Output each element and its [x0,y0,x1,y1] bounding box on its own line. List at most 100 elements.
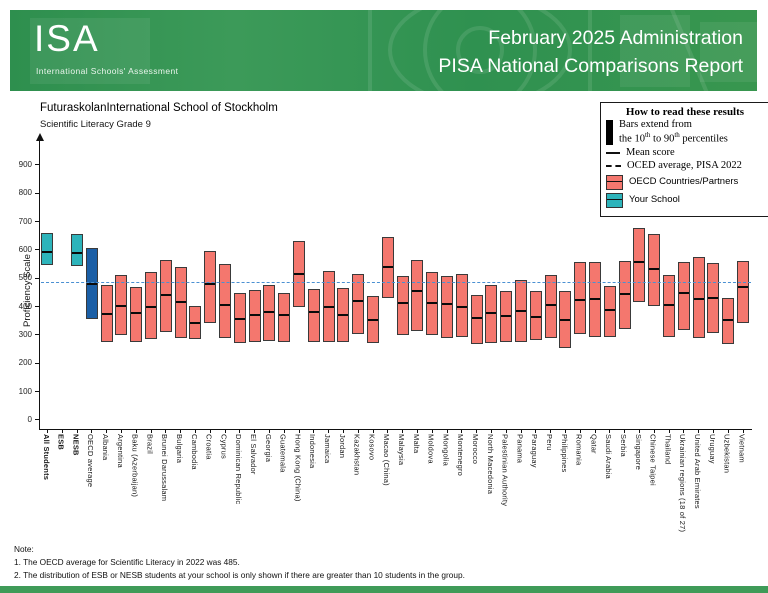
mean-line [649,267,660,270]
x-tick-label: Mongolia [441,434,451,467]
x-tick [653,430,655,434]
y-tick [35,192,40,194]
mean-line [249,314,260,317]
mean-line [456,305,467,308]
range-bar-dominican-republic [233,293,246,344]
header-banner: ISA International Schools' Assessment Fe… [10,10,757,91]
x-tick [328,430,329,434]
x-axis-line [40,429,752,431]
x-tick-label: Palestinian Authority [500,434,510,507]
y-tick [35,391,40,393]
x-tick [402,430,403,434]
range-bar-mongolia [440,275,453,338]
banner-decoration [30,10,757,91]
x-tick [150,430,152,434]
x-tick [165,430,167,434]
range-bar-guatemala [278,293,291,342]
y-tick-label: 400 [18,301,32,311]
range-bar-romania [574,262,587,335]
x-tick-label: Baku (Azerbaijan) [130,434,140,498]
range-bar-hong-kong-china- [292,240,305,308]
range-bar-palestinian-authority [500,291,513,343]
range-bar-moldova [426,271,439,335]
x-tick [624,430,625,434]
report-title-line2: PISA National Comparisons Report [438,54,743,77]
x-tick [91,430,93,434]
x-tick [135,430,137,434]
x-tick-label: Serbia [619,434,628,457]
x-tick-label: ESB [56,434,66,451]
x-tick [194,430,196,434]
mean-line [279,314,290,317]
mean-line [545,304,556,307]
x-tick-label: Singapore [633,434,643,470]
mean-line [160,293,171,296]
mean-line [205,283,216,286]
oecd-average-reference-line [41,281,751,283]
footer-strip [0,586,768,593]
x-tick [461,430,463,434]
x-tick [239,430,241,434]
range-bar-uzbekistan [722,298,735,345]
x-tick [120,430,122,434]
mean-line [382,266,393,269]
x-tick-label: Qatar [589,434,599,454]
x-tick-label: Panama [515,434,525,464]
x-tick-label: Bulgaria [175,434,184,464]
range-bar-brazil [144,272,157,339]
mean-line [575,298,586,301]
x-tick [712,430,714,434]
mean-line [131,312,142,315]
mean-line [86,282,97,285]
x-tick-label: Guatemala [278,434,288,473]
mean-line-icon [606,151,620,154]
mean-line [397,302,408,305]
x-tick-label: Cyprus [219,434,229,459]
mean-line [634,261,645,264]
x-tick-label: Brazil [145,434,155,454]
mean-line [353,300,364,303]
x-tick-label: Malaysia [397,434,406,466]
y-tick [35,306,40,308]
mean-line [589,297,600,300]
mean-line [471,316,482,319]
mean-line [737,286,748,289]
countries-swatch-icon [606,174,623,190]
range-bar-north-macedonia [485,284,498,344]
x-tick [372,430,374,434]
x-tick-label: Peru [545,434,554,451]
x-tick-label: Cambodia [189,434,199,470]
mean-line [116,304,127,307]
mean-line [264,311,275,314]
y-tick-label: 200 [18,358,32,368]
y-tick-label: 500 [18,273,32,283]
x-tick-label: Uzbekistan [722,434,732,474]
legend-mean-text: Mean score [626,146,675,158]
y-tick-label: 800 [18,188,32,198]
range-bar-oecd-average [85,248,98,320]
mean-line [190,321,201,324]
y-tick [35,334,40,336]
range-bar-all-students [41,233,54,265]
x-tick [283,430,285,434]
range-bar-panama [514,280,527,343]
x-tick [609,430,611,434]
legend-your-school-text: Your School [629,193,680,205]
x-tick-label: Vietnam [737,434,747,463]
mean-line [101,313,112,316]
range-bar-chinese-taipei [648,233,661,307]
x-tick [416,430,418,434]
x-tick [579,430,581,434]
mean-line [219,303,230,306]
mean-line [708,296,719,299]
x-tick [180,430,181,434]
x-tick-label: Argentina [115,434,125,468]
range-bar-qatar [588,261,601,338]
x-tick [668,430,670,434]
x-tick [254,430,255,434]
x-tick-label: Hong Kong (China) [293,434,303,502]
x-tick-label: Malta [411,434,421,454]
x-tick [342,430,344,434]
mean-line [693,297,704,300]
